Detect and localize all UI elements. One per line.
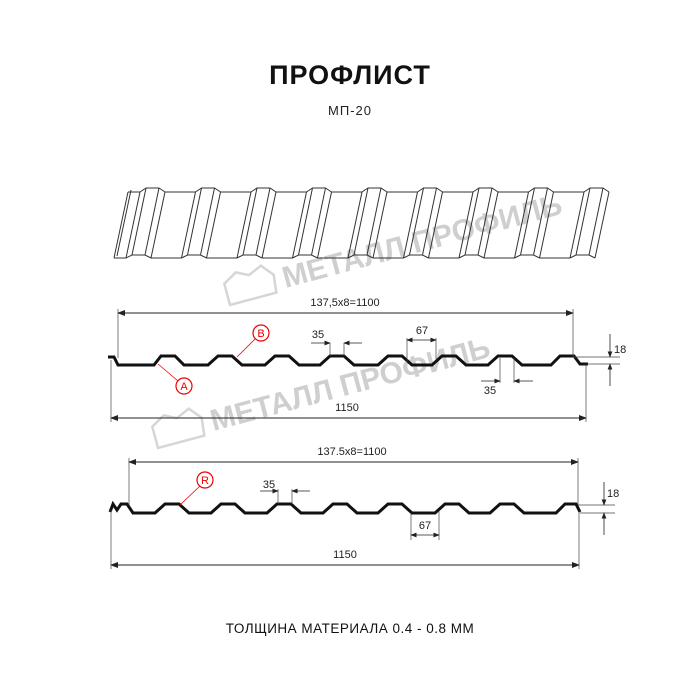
sheet-3d-edge [292, 191, 307, 259]
model-subtitle: МП-20 [328, 103, 372, 118]
sheet-3d-edge [422, 187, 437, 256]
sheet-3d-edge [242, 187, 258, 256]
sheet-3d-edge [594, 191, 610, 259]
sheet-3d-edge [366, 187, 382, 256]
sheet-3d-edge [195, 187, 221, 193]
sheet-3d-edge [306, 187, 332, 193]
sheet-3d-edge [575, 187, 591, 256]
marker-r [196, 471, 214, 489]
sheet-3d-edge [250, 187, 277, 193]
sheet-3d-edge [472, 187, 499, 193]
dim-gap-label: 67 [419, 520, 431, 532]
sheet-3d-edge [255, 187, 271, 256]
sheet-3d-edge [372, 191, 388, 259]
sheet-3d-edge [187, 187, 202, 256]
sheet-3d-edge [206, 191, 221, 259]
marker-b [252, 324, 270, 342]
sheet-3d-edge [150, 191, 166, 259]
sheet-3d-edge [588, 187, 604, 256]
sheet-3d-edge [458, 191, 474, 259]
sheet-3d-edge [236, 254, 263, 259]
sheet-3d-edge [298, 187, 313, 256]
sheet-3d-edge [347, 191, 363, 259]
sheet-3d-edge [409, 187, 424, 256]
sheet-3d-edge [181, 254, 207, 259]
watermark-2: МЕТАЛЛ ПРОФИЛЬ [150, 331, 494, 450]
dim-height-label: 18 [614, 344, 626, 356]
sheet-3d-edge [181, 191, 196, 259]
watermark-text: МЕТАЛЛ ПРОФИЛЬ [207, 331, 494, 437]
sheet-3d-edge [347, 254, 374, 259]
sheet-3d-edge [583, 187, 610, 193]
sheet-3d-view [113, 187, 610, 259]
sheet-3d-edge [428, 191, 443, 259]
marker-a [175, 377, 193, 395]
profile-1-section [108, 354, 588, 367]
dim-rib-top-label: 35 [263, 479, 275, 491]
material-thickness-note: ТОЛЩИНА МАТЕРИАЛА 0.4 - 0.8 ММ [225, 621, 475, 636]
sheet-3d-edge [569, 254, 596, 259]
profile-1: 137,5x8=1100 1150 35 67 35 18 B A [108, 297, 626, 422]
sheet-3d-edge [144, 187, 160, 256]
sheet-3d-edge [353, 187, 369, 256]
sheet-3d-edge [464, 187, 480, 256]
sheet-3d-edge [200, 187, 215, 256]
profile-2: 137.5x8=1100 1150 35 67 18 R [108, 446, 619, 569]
dim-gap-label: 67 [416, 325, 428, 337]
sheet-3d-edge [125, 191, 141, 259]
dim-rib-top-label: 35 [312, 329, 324, 341]
sheet-3d-edge [458, 254, 485, 259]
sheet-3d-edge [113, 191, 129, 259]
sheet-3d-edge [514, 254, 540, 259]
dim-rib-bottom-label: 35 [484, 385, 496, 397]
dim-height-label: 18 [607, 488, 619, 500]
sheet-3d-edge [533, 187, 548, 256]
sheet-3d-edge [514, 191, 529, 259]
sheet-3d-edge [477, 187, 493, 256]
dim-pitch-label: 137,5x8=1100 [310, 297, 379, 309]
sheet-3d-edge [261, 191, 277, 259]
marker-a-label: A [180, 381, 188, 393]
sheet-3d-edge [403, 191, 418, 259]
sheet-3d-edge [131, 187, 147, 256]
sheet-3d-edge [417, 187, 443, 193]
sheet-3d-edge [483, 191, 499, 259]
sheet-3d-edge [569, 191, 585, 259]
sheet-3d-edge [528, 187, 554, 193]
page-title: ПРОФЛИСТ [269, 60, 431, 90]
sheet-3d-edge [539, 191, 554, 259]
sheet-3d-edge [292, 254, 318, 259]
sheet-3d-edge [116, 189, 132, 257]
sheet-3d-edge [139, 187, 166, 193]
sheet-3d-edge [520, 187, 535, 256]
sheet-3d-edge [403, 254, 429, 259]
sheet-3d-edge [125, 254, 152, 259]
sheet-3d-edge [236, 191, 252, 259]
dim-width-label: 1150 [335, 402, 359, 414]
sheet-3d-edge [317, 191, 332, 259]
sheet-3d-edge [311, 187, 326, 256]
dim-pitch-label: 137.5x8=1100 [317, 446, 386, 458]
marker-b-label: B [257, 328, 264, 340]
marker-r-label: R [201, 475, 209, 487]
sheet-3d-edge [361, 187, 388, 193]
profile-2-section [108, 500, 582, 515]
dim-width-label: 1150 [333, 549, 357, 561]
